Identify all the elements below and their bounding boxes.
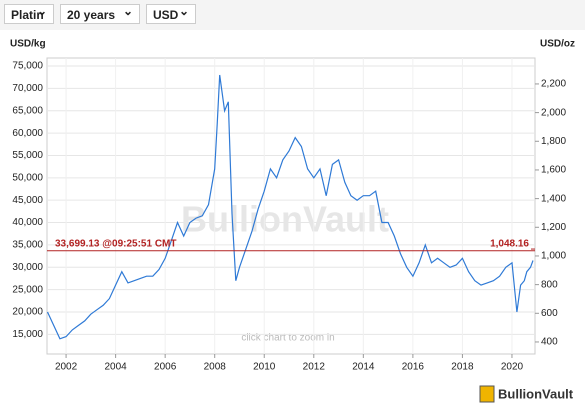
x-tick-label: 2002 [55, 362, 78, 373]
y2-tick-label: 2,200 [541, 79, 566, 90]
logo-icon [479, 385, 495, 403]
zoom-hint: click chart to zoom in [241, 333, 334, 344]
currency-select[interactable]: USD [146, 1, 196, 24]
y-tick-label: 15,000 [12, 329, 43, 340]
y-tick-label: 35,000 [12, 240, 43, 251]
y-tick-label: 50,000 [12, 172, 43, 183]
toolbar: Platin 20 years USD [0, 0, 585, 30]
price-line [46, 74, 534, 340]
logo: BullionVault [498, 386, 574, 401]
x-tick-label: 2018 [451, 362, 474, 373]
y-axis-label: USD/kg [10, 39, 46, 50]
y-tick-label: 25,000 [12, 284, 43, 295]
current-price-y2-label: 1,048.16 [490, 238, 529, 249]
y2-tick-label: 1,000 [541, 251, 566, 262]
y-tick-label: 45,000 [12, 195, 43, 206]
y-tick-label: 65,000 [12, 105, 43, 116]
metal-select[interactable]: Platin [4, 1, 54, 24]
y2-tick-label: 2,000 [541, 107, 566, 118]
period-select[interactable]: 20 years [60, 1, 140, 24]
x-tick-label: 2010 [253, 362, 276, 373]
y2-tick-label: 800 [541, 279, 558, 290]
y-tick-label: 20,000 [12, 307, 43, 318]
y-tick-label: 60,000 [12, 128, 43, 139]
y-tick-label: 75,000 [12, 61, 43, 72]
y2-tick-label: 1,800 [541, 136, 566, 147]
watermark: BullionVault [181, 199, 389, 240]
y2-tick-label: 400 [541, 337, 558, 348]
y2-tick-label: 600 [541, 308, 558, 319]
y-tick-label: 40,000 [12, 217, 43, 228]
y-tick-label: 30,000 [12, 262, 43, 273]
x-tick-label: 2016 [402, 362, 425, 373]
plot-area [46, 57, 536, 355]
y2-tick-label: 1,200 [541, 222, 566, 233]
x-tick-label: 2008 [204, 362, 227, 373]
y-tick-label: 70,000 [12, 83, 43, 94]
x-tick-label: 2004 [104, 362, 127, 373]
y2-tick-label: 1,400 [541, 193, 566, 204]
y2-tick-label: 1,600 [541, 165, 566, 176]
x-tick-label: 2014 [352, 362, 375, 373]
x-tick-label: 2012 [303, 362, 326, 373]
y-tick-label: 55,000 [12, 150, 43, 161]
y2-axis-label: USD/oz [540, 39, 575, 50]
current-price-label: 33,699.13 @09:25:51 CMT [55, 238, 176, 249]
x-tick-label: 2006 [154, 362, 177, 373]
x-tick-label: 2020 [501, 362, 524, 373]
